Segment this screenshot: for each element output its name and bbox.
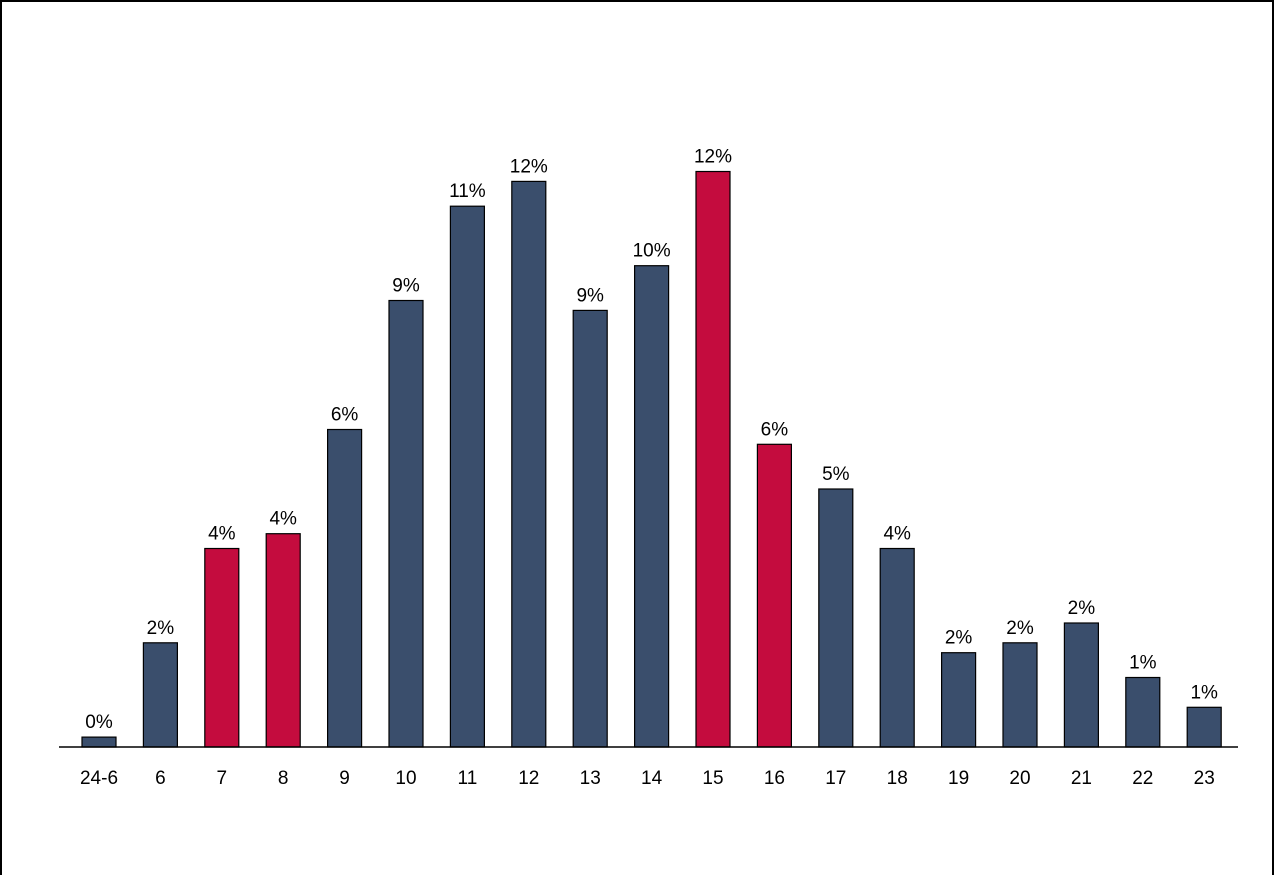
value-label-12: 12% — [510, 156, 548, 177]
value-label-20: 2% — [1006, 618, 1034, 639]
x-tick-label-23: 23 — [1194, 768, 1215, 789]
bars-group — [81, 170, 1222, 748]
bar-20 — [1002, 642, 1038, 748]
x-tick-label-20: 20 — [1009, 768, 1030, 789]
x-tick-label-15: 15 — [702, 768, 723, 789]
x-tick-label-10: 10 — [395, 768, 416, 789]
x-tick-label-9: 9 — [339, 768, 350, 789]
x-tick-label-21: 21 — [1071, 768, 1092, 789]
x-tick-label-24-6: 24-6 — [80, 768, 118, 789]
x-tick-label-17: 17 — [825, 768, 846, 789]
value-label-21: 2% — [1068, 598, 1096, 619]
x-tick-label-13: 13 — [580, 768, 601, 789]
x-tick-label-14: 14 — [641, 768, 663, 789]
value-label-17: 5% — [822, 464, 850, 485]
value-label-11: 11% — [449, 181, 486, 202]
x-tick-label-18: 18 — [887, 768, 908, 789]
x-tick-label-11: 11 — [458, 768, 478, 789]
value-label-8: 4% — [269, 509, 297, 530]
bar-24-6 — [81, 736, 117, 748]
value-label-23: 1% — [1190, 682, 1218, 703]
value-label-6: 2% — [147, 618, 175, 639]
bar-14 — [633, 265, 670, 748]
bar-8 — [265, 533, 301, 748]
bar-23 — [1186, 706, 1222, 748]
x-tick-label-7: 7 — [217, 768, 228, 789]
value-label-9: 6% — [331, 405, 359, 426]
value-label-14: 10% — [633, 241, 671, 262]
x-tick-label-6: 6 — [155, 768, 166, 789]
x-tick-label-8: 8 — [278, 768, 289, 789]
x-tick-label-22: 22 — [1132, 768, 1153, 789]
bar-6 — [142, 642, 178, 748]
value-label-15: 12% — [694, 147, 732, 168]
value-label-22: 1% — [1129, 653, 1157, 674]
value-label-18: 4% — [883, 524, 911, 545]
value-label-19: 2% — [945, 628, 973, 649]
bar-11 — [449, 205, 485, 748]
bar-15 — [695, 170, 731, 748]
value-label-7: 4% — [208, 524, 236, 545]
bar-17 — [818, 488, 854, 748]
value-label-24-6: 0% — [85, 712, 113, 733]
x-tick-labels-group: 24-6 6 7 8 9 10 11 12 13 14 15 16 17 18 19 20 21 22 23 — [80, 768, 1215, 789]
value-labels-group: 0% 2% 4% 4% 6% 9% 11% 12% 9% 10% 12% 6% 5% 4% 2% 2% 2% 1%… — [85, 147, 1218, 734]
bar-7 — [204, 547, 240, 748]
bar-21 — [1063, 622, 1100, 748]
value-label-13: 9% — [576, 285, 604, 306]
value-label-16: 6% — [761, 419, 789, 440]
bar-9 — [327, 428, 363, 748]
bar-10 — [388, 299, 424, 748]
bar-18 — [879, 547, 915, 748]
bar-13 — [572, 309, 608, 748]
x-tick-label-16: 16 — [764, 768, 785, 789]
x-tick-label-12: 12 — [518, 768, 539, 789]
bar-12 — [511, 180, 547, 748]
value-label-10: 9% — [392, 276, 420, 297]
bar-19 — [940, 652, 977, 748]
bar-16 — [756, 443, 793, 748]
x-tick-label-19: 19 — [948, 768, 969, 789]
bar-22 — [1125, 676, 1161, 748]
